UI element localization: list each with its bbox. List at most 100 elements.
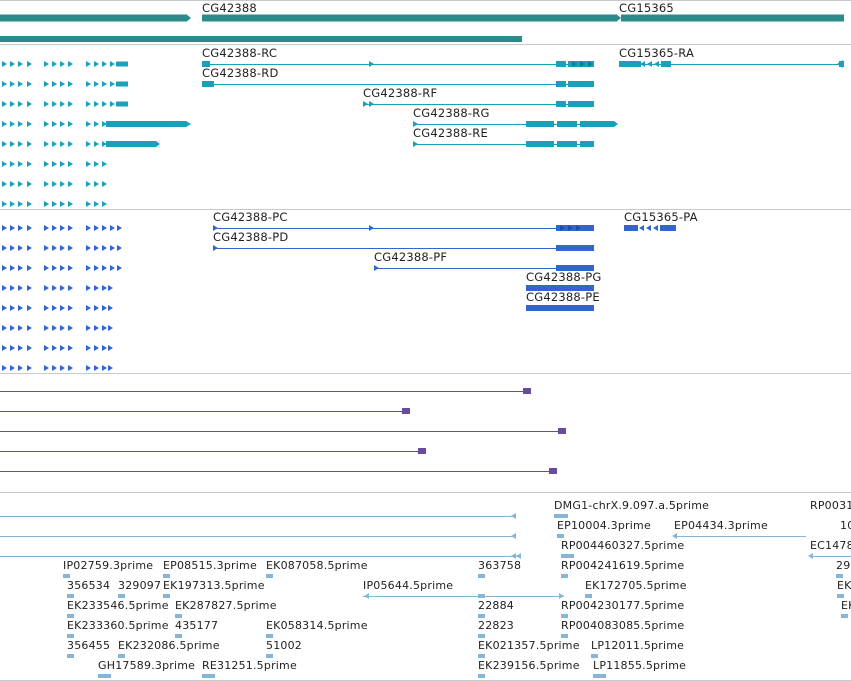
strand-arrow <box>110 81 115 87</box>
est-label[interactable]: EK087058.5prime <box>266 559 368 572</box>
transcript-label[interactable]: CG42388-RF <box>363 86 438 100</box>
transcript-label[interactable]: CG42388-RC <box>202 46 278 60</box>
est-label[interactable]: EP04434.3prime <box>674 519 768 532</box>
est-label[interactable]: 22884 <box>478 599 514 612</box>
strand-arrow <box>94 141 99 147</box>
transcript-label[interactable]: CG42388-RE <box>413 126 488 140</box>
est-label[interactable]: RP004241619.5prime <box>561 559 685 572</box>
feature-block <box>202 81 214 87</box>
est-label[interactable]: EP08515.3prime <box>163 559 257 572</box>
strand-arrow <box>18 365 23 371</box>
feature-block <box>116 61 128 67</box>
est-label[interactable]: RP004083085.5prime <box>561 619 685 632</box>
est-label[interactable]: 356534 <box>67 579 111 592</box>
est-stub <box>837 594 844 598</box>
est-stub <box>104 674 111 678</box>
est-label[interactable]: EK <box>841 599 851 612</box>
strand-arrow <box>2 285 7 291</box>
protein-label[interactable]: CG42388-PC <box>213 210 288 224</box>
strand-arrow <box>44 225 49 231</box>
est-label[interactable]: 10 <box>840 519 851 532</box>
est-label[interactable]: EK197313.5prime <box>163 579 265 592</box>
strand-arrow <box>94 225 99 231</box>
est-label[interactable]: IP02759.3prime <box>63 559 154 572</box>
strand-arrow <box>374 265 379 271</box>
strand-arrow <box>10 101 15 107</box>
strand-arrow <box>27 305 32 311</box>
strand-arrow <box>44 181 49 187</box>
strand-arrow <box>10 225 15 231</box>
strand-arrow <box>86 161 91 167</box>
est-label[interactable]: EK <box>837 579 851 592</box>
gene-arrow <box>186 14 191 22</box>
strand-arrow <box>60 121 65 127</box>
strand-arrow <box>2 61 7 67</box>
est-label[interactable]: 29 <box>836 559 851 572</box>
est-label[interactable]: LP12011.5prime <box>591 639 685 652</box>
est-label[interactable]: RE31251.5prime <box>202 659 297 672</box>
strand-arrow <box>102 225 107 231</box>
feature-block <box>580 141 594 147</box>
strand-arrow <box>86 325 91 331</box>
strand-arrow <box>560 225 565 231</box>
strand-arrow <box>10 121 15 127</box>
transcript-label[interactable]: CG15365-RA <box>619 46 695 60</box>
strand-arrow <box>94 345 99 351</box>
est-label[interactable]: EK287827.5prime <box>175 599 277 612</box>
strand-arrow <box>68 265 73 271</box>
strand-arrow <box>102 305 107 311</box>
strand-arrow <box>52 121 57 127</box>
est-stub <box>266 634 273 638</box>
est-label[interactable]: EK233546.5prime <box>67 599 169 612</box>
transcript-label[interactable]: CG42388-RD <box>202 66 279 80</box>
est-label[interactable]: 51002 <box>266 639 302 652</box>
est-label[interactable]: EK021357.5prime <box>478 639 580 652</box>
strand-arrow <box>68 305 73 311</box>
est-label[interactable]: 356455 <box>67 639 111 652</box>
feature-block <box>580 121 614 127</box>
protein-label[interactable]: CG42388-PG <box>526 270 602 284</box>
gene-label-cg15365[interactable]: CG15365 <box>619 1 674 15</box>
strand-arrow <box>94 265 99 271</box>
est-label[interactable]: EK058314.5prime <box>266 619 368 632</box>
est-label[interactable]: GH17589.3prime <box>98 659 196 672</box>
est-label[interactable]: RP004460327.5prime <box>561 539 685 552</box>
est-label[interactable]: 435177 <box>175 619 219 632</box>
est-stub <box>163 594 170 598</box>
gene-label-cg42388[interactable]: CG42388 <box>202 1 257 15</box>
strand-arrow <box>10 245 15 251</box>
strand-arrow <box>568 225 573 231</box>
protein-label[interactable]: CG42388-PD <box>213 230 289 244</box>
est-stub <box>478 574 485 578</box>
est-label[interactable]: RP0031 <box>810 499 851 512</box>
est-label[interactable]: 22823 <box>478 619 514 632</box>
gene-block <box>0 14 186 22</box>
est-label[interactable]: EK172705.5prime <box>585 579 687 592</box>
est-stub <box>841 614 848 618</box>
est-label[interactable]: EP10004.3prime <box>557 519 651 532</box>
strand-arrow <box>60 285 65 291</box>
strand-arrow <box>44 161 49 167</box>
est-label[interactable]: EK233360.5prime <box>67 619 169 632</box>
est-label[interactable]: 329097 <box>118 579 162 592</box>
protein-label[interactable]: CG42388-PF <box>374 250 448 264</box>
est-label[interactable]: EK239156.5prime <box>478 659 580 672</box>
est-label[interactable]: LP11855.5prime <box>593 659 687 672</box>
strand-arrow <box>86 225 91 231</box>
strand-arrow <box>516 553 521 559</box>
est-label[interactable]: DMG1-chrX.9.097.a.5prime <box>554 499 710 512</box>
feature-block <box>660 225 676 231</box>
protein-label[interactable]: CG42388-PE <box>526 290 600 304</box>
est-label[interactable]: IP05644.5prime <box>363 579 454 592</box>
strand-arrow <box>27 181 32 187</box>
strand-arrow <box>10 285 15 291</box>
transcript-label[interactable]: CG42388-RG <box>413 106 490 120</box>
strand-arrow <box>10 305 15 311</box>
est-label[interactable]: EK232086.5prime <box>118 639 220 652</box>
strand-arrow <box>511 553 516 559</box>
protein-label[interactable]: CG15365-PA <box>624 210 698 224</box>
est-label[interactable]: RP004230177.5prime <box>561 599 685 612</box>
est-label[interactable]: EC1478 <box>810 539 851 552</box>
est-label[interactable]: 363758 <box>478 559 522 572</box>
est-stub <box>163 574 170 578</box>
